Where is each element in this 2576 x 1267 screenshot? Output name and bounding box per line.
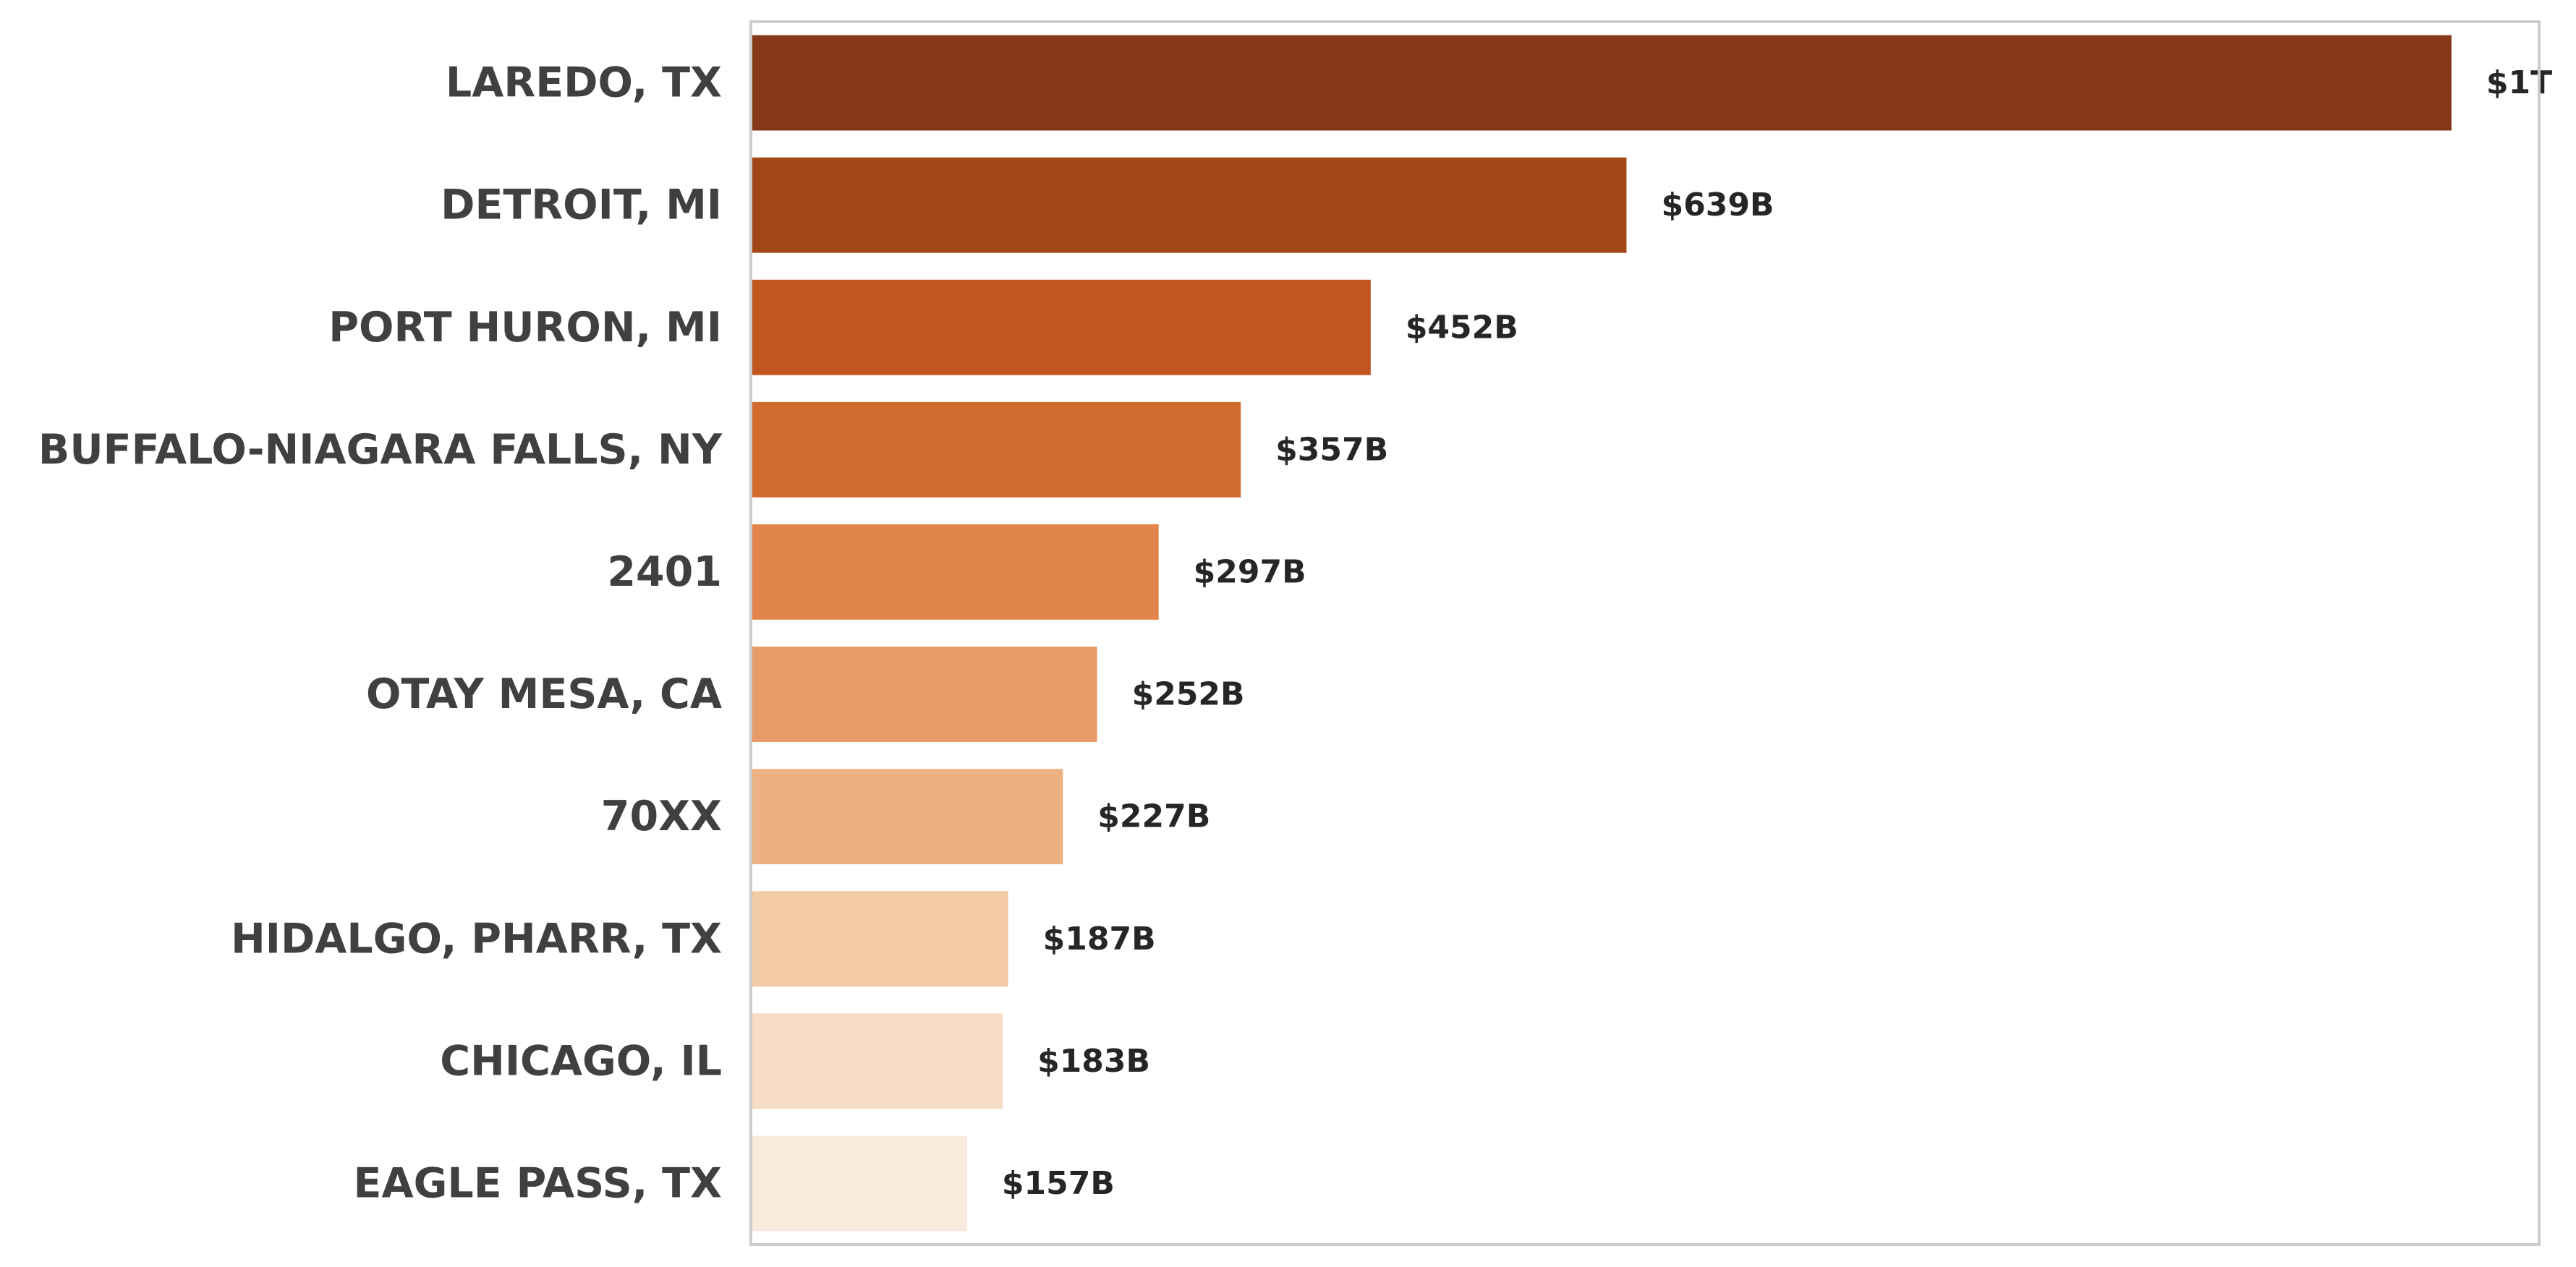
value-label: $187B [1043,921,1156,957]
bar [752,1135,967,1232]
bar [752,35,2452,131]
category-labels: LAREDO, TX DETROIT, MI PORT HURON, MI BUFFA… [38,59,723,1208]
bar [752,279,1371,375]
value-label: $297B [1194,553,1306,590]
bars-layer [752,35,2452,1232]
bar [752,157,1627,253]
category-label: 70XX [601,793,722,840]
category-label: LAREDO, TX [446,59,722,107]
bar [752,891,1008,987]
value-label: $452B [1406,309,1518,346]
value-label: $1T [2486,64,2552,101]
bar [752,769,1063,865]
value-label: $357B [1275,431,1388,468]
bar [752,524,1159,620]
value-label: $227B [1097,798,1210,835]
bar [752,647,1097,742]
category-label: 2401 [607,548,722,596]
value-labels: $1T $639B $452B $357B $297B $252B $227B $187B $1… [1002,64,2552,1202]
category-label: BUFFALO-NIAGARA FALLS, NY [38,426,723,474]
category-label: OTAY MESA, CA [366,670,722,718]
plot-frame [749,20,2541,1246]
category-label: DETROIT, MI [441,182,722,229]
bar [752,401,1241,498]
category-label: PORT HURON, MI [328,304,722,351]
category-label: CHICAGO, IL [440,1037,722,1085]
category-label: EAGLE PASS, TX [354,1159,722,1207]
value-label: $252B [1132,676,1245,713]
value-label: $183B [1037,1043,1150,1080]
category-label: HIDALGO, PHARR, TX [231,915,722,963]
bar [752,1013,1003,1109]
value-label: $639B [1661,187,1774,223]
value-label: $157B [1002,1165,1115,1202]
